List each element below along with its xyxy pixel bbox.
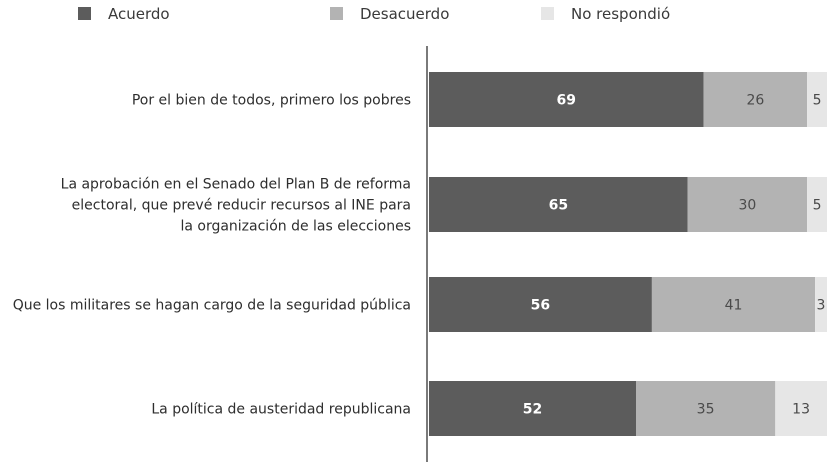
bar-desacuerdo-3	[651, 277, 816, 332]
bar-no-respondio-2	[807, 177, 827, 232]
bar-no-respondio-3	[815, 277, 827, 332]
bar-no-respondio-4	[775, 381, 827, 436]
bar-acuerdo-1	[429, 72, 704, 127]
legend-swatch-acuerdo	[78, 7, 91, 20]
bar-desacuerdo-1	[703, 72, 808, 127]
legend-label-desacuerdo: Desacuerdo	[360, 5, 449, 23]
legend-label-acuerdo: Acuerdo	[108, 5, 170, 23]
value-label-desacuerdo-2: 30	[738, 198, 756, 214]
value-label-no-respondio-1: 5	[813, 93, 822, 109]
category-label-1: Por el bien de todos, primero los pobres	[132, 93, 411, 109]
bar-acuerdo-2	[429, 177, 688, 232]
bar-desacuerdo-4	[636, 381, 776, 436]
value-label-acuerdo-1: 69	[557, 93, 576, 109]
category-label-4: La política de austeridad republicana	[151, 402, 411, 418]
category-label-3: Que los militares se hagan cargo de la s…	[13, 298, 411, 314]
category-labels: Por el bien de todos, primero los pobres…	[13, 93, 411, 418]
value-label-desacuerdo-3: 41	[725, 298, 743, 314]
value-label-desacuerdo-1: 26	[746, 93, 764, 109]
legend-label-no-respondio: No respondió	[571, 5, 670, 23]
bars: 69 26 5 65 30 5 56 41 3 52 35 13	[429, 72, 827, 436]
bar-acuerdo-4	[429, 381, 636, 436]
value-label-acuerdo-4: 52	[523, 402, 542, 418]
value-label-no-respondio-3: 3	[817, 298, 826, 314]
category-label-2: La aprobación en el Senado del Plan B de…	[61, 177, 411, 235]
value-label-acuerdo-2: 65	[549, 198, 568, 214]
value-label-no-respondio-4: 13	[792, 402, 810, 418]
bar-acuerdo-3	[429, 277, 652, 332]
value-label-no-respondio-2: 5	[813, 198, 822, 214]
legend: Acuerdo Desacuerdo No respondió	[78, 5, 670, 23]
value-label-desacuerdo-4: 35	[697, 402, 715, 418]
legend-swatch-no-respondio	[541, 7, 554, 20]
bar-no-respondio-1	[807, 72, 827, 127]
legend-swatch-desacuerdo	[330, 7, 343, 20]
value-label-acuerdo-3: 56	[531, 298, 550, 314]
bar-desacuerdo-2	[687, 177, 808, 232]
